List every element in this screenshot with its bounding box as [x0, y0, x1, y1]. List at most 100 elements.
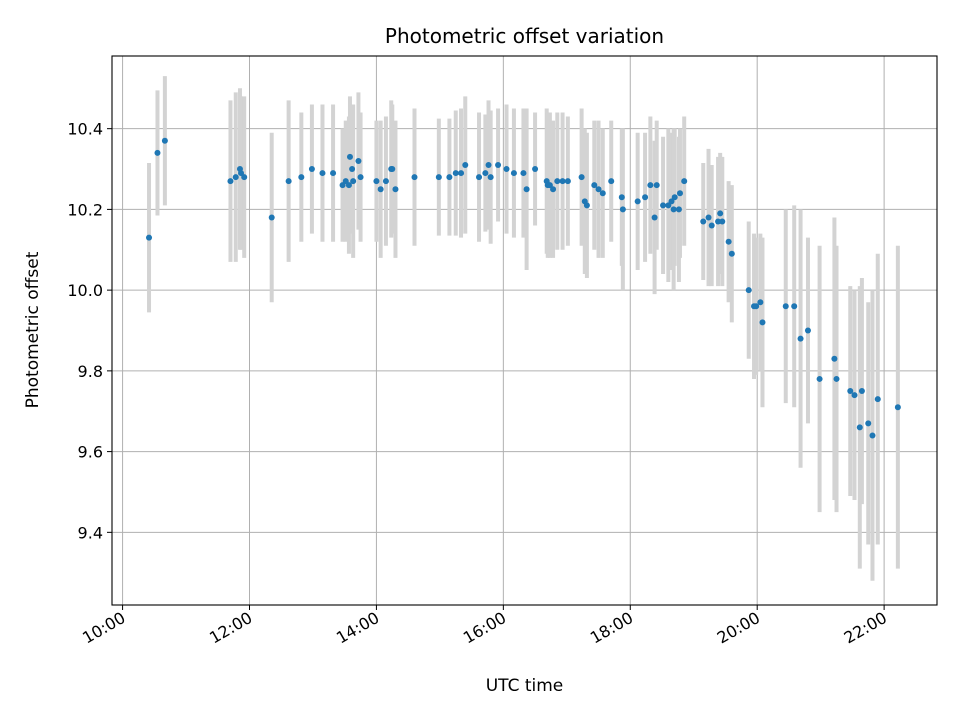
data-point — [349, 166, 356, 173]
data-point — [599, 190, 606, 197]
data-point — [670, 206, 677, 213]
data-point — [373, 178, 380, 185]
data-point — [894, 404, 901, 411]
data-point — [653, 182, 660, 189]
data-point — [452, 170, 459, 177]
data-point — [308, 166, 315, 173]
data-point — [154, 149, 161, 156]
x-axis-label: UTC time — [486, 676, 564, 696]
data-point — [319, 170, 326, 177]
data-point — [532, 166, 539, 173]
data-point — [227, 178, 234, 185]
data-point — [608, 178, 615, 185]
data-point — [482, 170, 489, 177]
data-point — [495, 161, 502, 168]
data-point — [550, 186, 557, 193]
data-points — [146, 137, 901, 439]
data-point — [831, 355, 838, 362]
data-point — [668, 198, 675, 205]
data-point — [665, 202, 672, 209]
data-point — [346, 153, 353, 160]
data-point — [357, 174, 364, 181]
data-point — [554, 178, 561, 185]
data-point — [858, 388, 865, 395]
data-point — [759, 319, 766, 326]
y-tick-label: 10.4 — [67, 120, 103, 139]
data-point — [330, 170, 337, 177]
data-point — [676, 190, 683, 197]
y-tick-label: 9.4 — [78, 523, 103, 542]
y-tick-label: 9.6 — [78, 443, 103, 462]
data-point — [389, 166, 396, 173]
data-point — [865, 420, 872, 427]
data-point — [647, 182, 654, 189]
data-point — [753, 303, 760, 310]
data-point — [462, 161, 469, 168]
plot-frame — [111, 55, 938, 606]
data-point — [487, 174, 494, 181]
data-point — [578, 174, 585, 181]
data-point — [869, 432, 876, 439]
data-point — [642, 194, 649, 201]
data-point — [238, 170, 245, 177]
chart-title: Photometric offset variation — [385, 24, 664, 48]
data-point — [458, 170, 465, 177]
data-point — [745, 287, 752, 294]
data-point — [510, 170, 517, 177]
data-point — [797, 335, 804, 342]
data-point — [232, 174, 239, 181]
data-point — [485, 161, 492, 168]
data-point — [345, 182, 352, 189]
data-point — [671, 194, 678, 201]
data-point — [268, 214, 275, 221]
data-point — [728, 250, 735, 257]
data-point — [851, 392, 858, 399]
data-point — [717, 210, 724, 217]
data-point — [715, 218, 722, 225]
data-point — [708, 222, 715, 229]
data-point — [411, 174, 418, 181]
y-axis-label: Photometric offset — [23, 251, 43, 408]
data-point — [856, 424, 863, 431]
data-point — [435, 174, 442, 181]
data-point — [342, 178, 349, 185]
data-point — [146, 234, 153, 241]
data-point — [161, 137, 168, 144]
data-point — [595, 186, 602, 193]
data-point — [285, 178, 292, 185]
data-point — [705, 214, 712, 221]
data-point — [523, 186, 530, 193]
data-point — [618, 194, 625, 201]
data-point — [719, 218, 726, 225]
data-point — [681, 178, 688, 185]
y-tick-label: 10.0 — [67, 281, 103, 300]
data-point — [725, 238, 732, 245]
data-point — [392, 186, 399, 193]
data-point — [634, 198, 641, 205]
data-point — [847, 388, 854, 395]
data-point — [619, 206, 626, 213]
data-point — [816, 375, 823, 382]
data-point — [241, 174, 248, 181]
data-point — [355, 157, 362, 164]
data-point — [377, 186, 384, 193]
data-point — [833, 375, 840, 382]
data-point — [660, 202, 667, 209]
y-tick-label: 9.8 — [78, 362, 103, 381]
data-point — [446, 174, 453, 181]
data-point — [700, 218, 707, 225]
data-point — [591, 182, 598, 189]
data-point — [791, 303, 798, 310]
data-point — [583, 202, 590, 209]
data-point — [350, 178, 357, 185]
data-point — [874, 396, 881, 403]
data-point — [564, 178, 571, 185]
y-tick-label: 10.2 — [67, 200, 103, 219]
y-axis-ticks: 9.4 9.6 9.8 10.0 10.2 10.4 — [67, 120, 112, 542]
data-point — [782, 303, 789, 310]
data-point — [298, 174, 305, 181]
data-point — [757, 299, 764, 306]
data-point — [503, 166, 510, 173]
